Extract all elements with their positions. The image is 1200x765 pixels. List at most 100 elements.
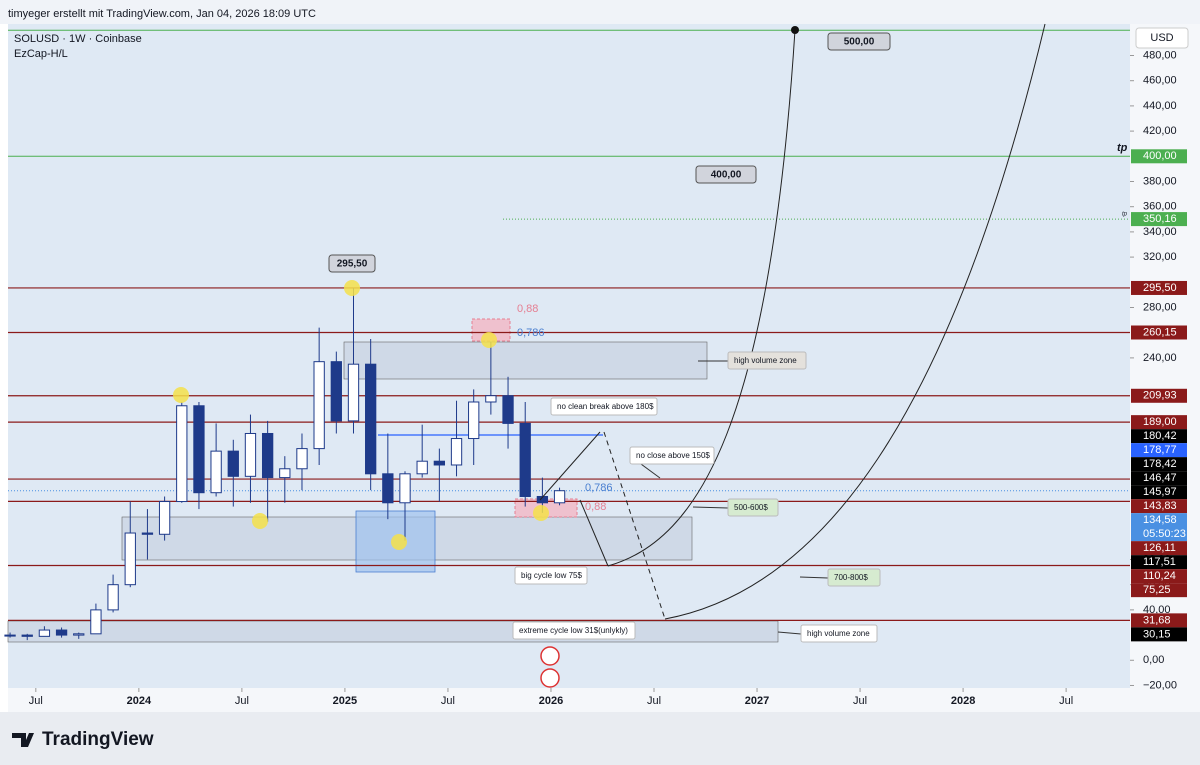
- candle-body: [347, 363, 360, 422]
- header: timyeger erstellt mit TradingView.com, J…: [8, 8, 316, 20]
- price-label: 31,68: [1143, 614, 1171, 626]
- price-label-bg: [1131, 613, 1187, 628]
- candle-body: [176, 405, 188, 503]
- annotation: high volume zone: [734, 356, 797, 365]
- markers: [173, 280, 549, 550]
- annotation-box: [800, 624, 878, 643]
- zone: [343, 341, 708, 380]
- candle-body: [416, 460, 428, 475]
- annotation-box: [550, 397, 658, 416]
- marker: [252, 513, 268, 529]
- candle-body: [485, 395, 497, 403]
- y-tick-label: 340,00: [1143, 226, 1177, 238]
- y-tick-label: 40,00: [1143, 604, 1171, 616]
- annotation-box: [512, 621, 636, 640]
- candle-body: [21, 634, 33, 637]
- price-label: 126,11: [1143, 542, 1176, 554]
- candle-body: [313, 361, 325, 450]
- callout: 295,50: [337, 259, 368, 270]
- y-tick-label: 320,00: [1143, 251, 1177, 263]
- price-label: 178,77: [1143, 444, 1177, 456]
- candle-body: [124, 532, 136, 586]
- candle-body: [141, 532, 154, 535]
- candle-body: [399, 473, 411, 504]
- price-label: 295,50: [1143, 282, 1177, 294]
- candle-body: [227, 450, 239, 477]
- price-label-bg: [1131, 471, 1187, 486]
- x-tick-label: Jul: [29, 695, 43, 707]
- candle-body: [330, 361, 342, 422]
- price-label: 400,00: [1143, 150, 1177, 162]
- price-label-bg: [1131, 325, 1187, 340]
- x-tick-label: Jul: [1059, 695, 1073, 707]
- fib-label: 0,88: [517, 303, 538, 315]
- header-bar: [0, 0, 1200, 24]
- price-label-bg: [1131, 149, 1187, 164]
- candle-body: [73, 633, 85, 636]
- price-label: 134,58: [1143, 514, 1177, 526]
- curve: [607, 29, 796, 567]
- price-label-bg: [1131, 443, 1187, 458]
- price-label-bg: [1131, 485, 1187, 500]
- price-label-bg: [1131, 569, 1187, 584]
- candle-body: [296, 448, 308, 470]
- x-tick-label: 2026: [539, 695, 563, 707]
- price-label-bg: [1131, 415, 1187, 430]
- x-tick-label: 2024: [127, 695, 152, 707]
- price-label: 143,83: [1143, 500, 1177, 512]
- marker: [481, 332, 497, 348]
- x-tick-label: 2028: [951, 695, 975, 707]
- candle-body: [158, 501, 171, 535]
- callout-box: [827, 32, 891, 51]
- currency-box[interactable]: [1135, 27, 1189, 49]
- price-label: 189,00: [1143, 416, 1177, 428]
- x-tick-label: Jul: [647, 695, 661, 707]
- tp-label: tp: [1122, 212, 1128, 218]
- annotation-box: [727, 498, 779, 517]
- marker: [391, 534, 407, 550]
- price-label-bg: [1131, 513, 1187, 542]
- y-tick-label: 280,00: [1143, 301, 1177, 313]
- callout-box: [328, 254, 376, 273]
- x-tick-label: Jul: [441, 695, 455, 707]
- fib-label: 0,88: [585, 501, 606, 513]
- price-label: 117,51: [1143, 556, 1176, 568]
- indicator: EzCap-H/L: [14, 48, 68, 60]
- x-tick-label: 2025: [333, 695, 357, 707]
- candle-body: [365, 363, 377, 475]
- annotation: 700-800$: [834, 573, 868, 582]
- projection: [539, 23, 1046, 620]
- annotation-box: [629, 446, 715, 465]
- candle-body: [55, 629, 68, 636]
- currency[interactable]: USD: [1150, 32, 1173, 44]
- fib-zone: [471, 318, 511, 342]
- fib-label: 0,786: [517, 327, 545, 339]
- y-tick-label: 240,00: [1143, 352, 1177, 364]
- marker: [344, 280, 360, 296]
- brand: TradingView: [42, 729, 154, 750]
- marker: [533, 505, 549, 521]
- callout: 500,00: [844, 37, 875, 48]
- curve: [664, 23, 1046, 620]
- callout-box: [695, 165, 757, 184]
- arrow: [539, 431, 601, 501]
- leader: [799, 576, 829, 579]
- y-tick-label: 380,00: [1143, 175, 1177, 187]
- event-icon[interactable]: [540, 668, 560, 688]
- price-label-bg: [1131, 457, 1187, 472]
- annotation-box: [827, 568, 881, 587]
- event-icon[interactable]: [540, 646, 560, 666]
- candle-body: [244, 432, 257, 477]
- price-label: 110,24: [1143, 570, 1176, 582]
- price-label: 260,15: [1143, 326, 1177, 338]
- annotation: high volume zone: [807, 629, 870, 638]
- candle-body: [519, 422, 531, 497]
- candle-body: [107, 584, 119, 611]
- logo-icon: [12, 733, 34, 747]
- countdown: 05:50:23: [1143, 528, 1186, 540]
- dashed-path: [603, 431, 666, 620]
- pin: [791, 26, 799, 34]
- candle-body: [468, 401, 480, 440]
- candle-body: [261, 432, 274, 479]
